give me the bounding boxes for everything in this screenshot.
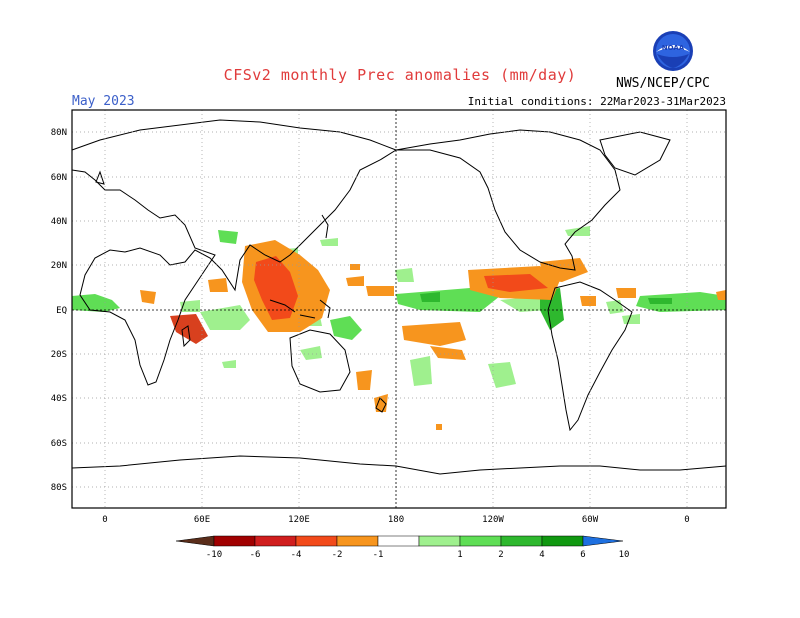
lat-tick-label: 20N [51,261,67,271]
forecast-month: May 2023 [72,94,135,109]
lat-tick-label: 40N [51,217,67,227]
colorbar-swatch [295,535,338,547]
color-legend: -10 -6 -4 -2 -1 1 2 4 6 10 [175,535,630,560]
colorbar-swatch [418,535,461,547]
colorbar-swatch [459,535,502,547]
colorbar-label: -4 [291,550,302,560]
colorbar-swatch [377,535,420,547]
lat-tick-label: 80S [51,483,67,493]
lon-tick-label: 120W [482,515,504,525]
colorbar-swatch [500,535,543,547]
coastlines [71,119,727,475]
colorbar-label: 1 [457,550,462,560]
lat-tick-label: 40S [51,394,67,404]
colorbar-label: 4 [539,550,544,560]
anomaly-fields [72,226,726,430]
svg-text:NOAA: NOAA [662,44,685,52]
colorbar-label: -6 [250,550,261,560]
lat-tick-label: 60N [51,173,67,183]
lat-tick-label: 80N [51,128,67,138]
colorbar-label: 10 [619,550,630,560]
lon-tick-label: 60E [194,515,210,525]
lon-tick-label: 60W [582,515,599,525]
lon-tick-label: 0 [684,515,689,525]
colorbar-arrow-right [582,535,624,547]
colorbar-arrow-left [175,535,215,547]
colorbar-swatch [541,535,584,547]
agency-label: NWS/NCEP/CPC [616,76,710,91]
lat-tick-label: 20S [51,350,67,360]
lon-tick-label: 120E [288,515,310,525]
lon-axis: 0 60E 120E 180 120W 60W 0 [102,515,689,525]
map-title: CFSv2 monthly Prec anomalies (mm/day) [223,66,577,84]
noaa-logo-icon: NOAA [653,31,693,71]
colorbar-label: -1 [373,550,384,560]
lon-tick-label: 0 [102,515,107,525]
lat-axis: 80N 60N 40N 20N EQ 20S 40S 60S 80S [51,128,67,493]
colorbar-label: -2 [332,550,343,560]
colorbar-label: 6 [580,550,585,560]
gridlines [72,110,726,508]
lat-tick-label: EQ [56,306,67,316]
lon-tick-label: 180 [388,515,404,525]
colorbar-swatch [336,535,379,547]
colorbar-swatch [213,535,256,547]
map-frame [71,109,727,509]
lat-tick-label: 60S [51,439,67,449]
colorbar-label: 2 [498,550,503,560]
colorbar-label: -10 [206,550,222,560]
initial-conditions: Initial conditions: 22Mar2023-31Mar2023 [467,95,726,108]
colorbar-swatch [254,535,297,547]
